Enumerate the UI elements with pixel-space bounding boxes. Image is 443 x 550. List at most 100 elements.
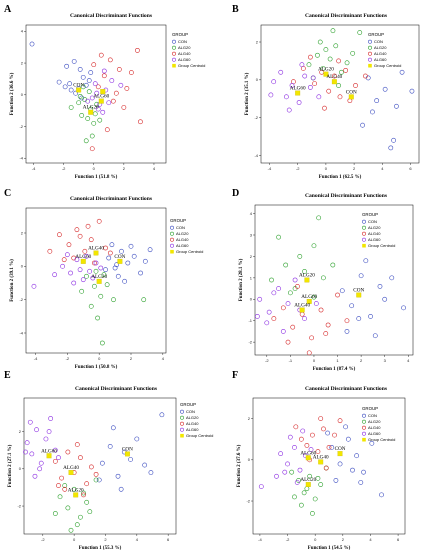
point-con	[349, 303, 355, 309]
point-con	[382, 86, 388, 92]
point-alg40	[47, 248, 53, 254]
centroid-label: ALG40	[313, 454, 329, 460]
point-con	[377, 284, 383, 289]
point-alg20	[323, 47, 329, 52]
y-tick-label: 2	[19, 429, 22, 434]
point-alg60	[87, 268, 93, 274]
point-alg20	[289, 469, 295, 475]
point-con	[354, 453, 360, 459]
plot-frame	[252, 397, 406, 535]
centroid-alg20	[305, 482, 311, 487]
legend-label: ALG20	[368, 225, 381, 230]
point-alg20	[310, 510, 315, 516]
x-tick-label: -2	[41, 537, 45, 542]
point-alg20	[306, 62, 312, 68]
centroid-label: ALG20	[300, 477, 316, 483]
legend-label: ALG40	[178, 51, 191, 56]
point-alg40	[88, 464, 94, 470]
point-alg20	[88, 303, 94, 309]
point-alg60	[92, 81, 98, 87]
point-alg40	[304, 442, 310, 448]
point-alg60	[34, 427, 39, 433]
centroid-alg20	[73, 492, 79, 498]
legend-marker	[170, 237, 174, 242]
point-alg40	[298, 436, 304, 442]
centroid-label: ALG60	[41, 448, 57, 454]
centroid-con	[124, 451, 130, 457]
point-alg20	[87, 509, 93, 515]
point-con	[119, 248, 124, 254]
point-con	[79, 95, 85, 101]
point-con	[368, 314, 373, 319]
x-tick-label: -2	[62, 166, 66, 171]
point-alg20	[79, 113, 85, 118]
point-alg40	[309, 335, 314, 341]
legend-marker	[180, 409, 184, 414]
point-alg20	[141, 297, 147, 303]
panel-e: E Canonical Discriminant Functions -2 0 2 4 6 -…	[4, 370, 213, 550]
legend-marker	[368, 51, 372, 56]
centroid-alg20	[96, 278, 102, 284]
point-alg20	[97, 117, 103, 123]
point-alg60	[287, 434, 293, 440]
centroid-alg40	[318, 459, 324, 465]
x-tick-label: 4	[136, 537, 139, 542]
x-tick-label: 4	[369, 537, 372, 542]
x-tick-label: 4	[381, 166, 384, 171]
point-alg40	[92, 260, 97, 266]
legend-marker	[362, 425, 366, 430]
point-alg20	[78, 514, 83, 520]
legend-label: ALG20	[374, 45, 387, 50]
point-alg20	[89, 133, 95, 139]
legend-marker	[368, 57, 372, 62]
y-axis-label: Function 2 (27.1 %)	[8, 444, 13, 487]
legend-label: Group Centroid	[368, 243, 395, 248]
point-con	[329, 445, 335, 450]
y-tick-label: -2	[248, 340, 252, 345]
point-alg20	[77, 93, 83, 99]
point-con	[409, 88, 415, 94]
point-con	[389, 275, 395, 281]
point-con	[67, 81, 73, 87]
point-alg60	[74, 257, 80, 263]
point-alg40	[326, 88, 332, 94]
panel-letter: D	[232, 188, 239, 199]
point-alg20	[84, 273, 89, 279]
x-tick-label: 6	[397, 537, 400, 542]
y-tick-label: 0	[256, 77, 259, 82]
y-tick-label: -2	[19, 124, 23, 129]
chart-title: Canonical Discriminant Functions	[305, 386, 388, 392]
x-tick-label: -2	[286, 537, 290, 542]
legend-marker	[368, 39, 372, 44]
point-alg40	[61, 257, 67, 263]
point-con	[107, 444, 113, 449]
centroid-label: ALG40	[63, 465, 79, 471]
point-alg40	[325, 322, 331, 328]
centroid-label: CON	[73, 83, 84, 89]
point-alg40	[326, 445, 332, 450]
centroid-alg20	[304, 277, 310, 283]
y-tick-label: 0	[21, 264, 24, 269]
point-alg40	[77, 233, 83, 239]
point-alg40	[323, 331, 329, 336]
point-con	[62, 84, 68, 90]
centroid-label: ALG20	[318, 67, 334, 73]
point-con	[142, 462, 148, 468]
point-alg40	[66, 242, 72, 248]
point-alg20	[93, 268, 99, 274]
legend-marker	[172, 57, 176, 62]
point-alg60	[294, 480, 300, 485]
point-alg20	[99, 340, 105, 346]
point-con	[370, 109, 375, 115]
point-con	[115, 473, 121, 479]
point-alg60	[32, 473, 38, 479]
legend-title: GROUP	[368, 32, 384, 37]
y-tick-label: 1	[250, 275, 253, 280]
legend-label: CON	[186, 409, 195, 414]
centroid-con	[337, 451, 343, 457]
centroid-label: ALG60	[75, 254, 91, 260]
x-tick-label: -1	[289, 358, 293, 363]
point-con	[125, 260, 131, 266]
point-alg40	[271, 316, 277, 321]
point-alg40	[362, 73, 368, 79]
